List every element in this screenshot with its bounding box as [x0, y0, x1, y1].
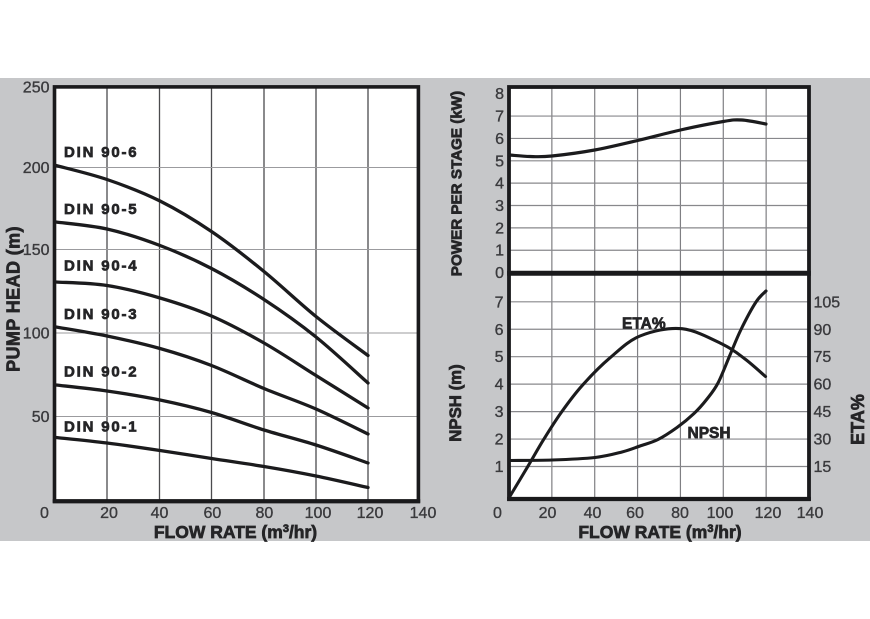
- svg-text:140: 140: [410, 505, 437, 522]
- svg-text:FLOW RATE (m3/hr): FLOW RATE (m3/hr): [578, 522, 741, 542]
- svg-text:45: 45: [814, 404, 832, 421]
- svg-text:40: 40: [584, 505, 602, 522]
- svg-text:DIN 90-5: DIN 90-5: [64, 201, 138, 218]
- svg-text:140: 140: [797, 505, 824, 522]
- svg-text:80: 80: [256, 505, 274, 522]
- svg-text:DIN 90-6: DIN 90-6: [64, 144, 138, 161]
- svg-text:7: 7: [495, 294, 504, 311]
- svg-text:4: 4: [495, 377, 504, 394]
- svg-text:PUMP HEAD (m): PUMP HEAD (m): [4, 226, 24, 372]
- svg-text:60: 60: [814, 377, 832, 394]
- svg-text:2: 2: [495, 220, 504, 237]
- svg-text:20: 20: [100, 505, 118, 522]
- svg-text:6: 6: [495, 131, 504, 148]
- svg-text:100: 100: [23, 326, 50, 343]
- svg-text:100: 100: [305, 505, 332, 522]
- svg-text:4: 4: [495, 176, 504, 193]
- svg-text:2: 2: [495, 432, 504, 449]
- svg-text:0: 0: [40, 505, 49, 522]
- svg-text:3: 3: [495, 404, 504, 421]
- svg-text:NPSH: NPSH: [688, 425, 731, 442]
- svg-text:5: 5: [495, 349, 504, 366]
- svg-text:90: 90: [814, 322, 832, 339]
- svg-text:60: 60: [626, 505, 644, 522]
- svg-text:DIN 90-2: DIN 90-2: [64, 364, 138, 381]
- svg-text:40: 40: [151, 505, 169, 522]
- svg-text:150: 150: [23, 242, 50, 259]
- svg-text:0: 0: [493, 505, 502, 522]
- svg-text:5: 5: [495, 153, 504, 170]
- svg-text:120: 120: [357, 505, 384, 522]
- svg-text:ETA%: ETA%: [848, 394, 868, 445]
- svg-text:60: 60: [204, 505, 222, 522]
- svg-text:FLOW RATE (m3/hr): FLOW RATE (m3/hr): [154, 522, 317, 542]
- svg-text:105: 105: [814, 294, 841, 311]
- svg-text:7: 7: [495, 109, 504, 126]
- svg-text:DIN 90-3: DIN 90-3: [64, 306, 138, 323]
- svg-text:20: 20: [539, 505, 557, 522]
- svg-text:NPSH (m): NPSH (m): [446, 364, 465, 441]
- svg-text:DIN 90-1: DIN 90-1: [64, 419, 138, 436]
- svg-text:1: 1: [495, 459, 504, 476]
- svg-text:3: 3: [495, 198, 504, 215]
- svg-text:DIN 90-4: DIN 90-4: [64, 258, 138, 275]
- svg-text:200: 200: [23, 160, 50, 177]
- svg-text:0: 0: [495, 265, 504, 282]
- svg-text:30: 30: [814, 432, 832, 449]
- svg-text:ETA%: ETA%: [622, 316, 666, 333]
- svg-text:6: 6: [495, 322, 504, 339]
- svg-text:80: 80: [671, 505, 689, 522]
- svg-text:75: 75: [814, 349, 832, 366]
- svg-text:50: 50: [32, 409, 50, 426]
- svg-text:8: 8: [495, 86, 504, 103]
- svg-text:100: 100: [707, 505, 734, 522]
- svg-text:250: 250: [23, 79, 50, 96]
- svg-text:120: 120: [755, 505, 782, 522]
- svg-text:15: 15: [814, 459, 832, 476]
- svg-text:POWER PER STAGE (kW): POWER PER STAGE (kW): [449, 91, 466, 276]
- svg-text:1: 1: [495, 243, 504, 260]
